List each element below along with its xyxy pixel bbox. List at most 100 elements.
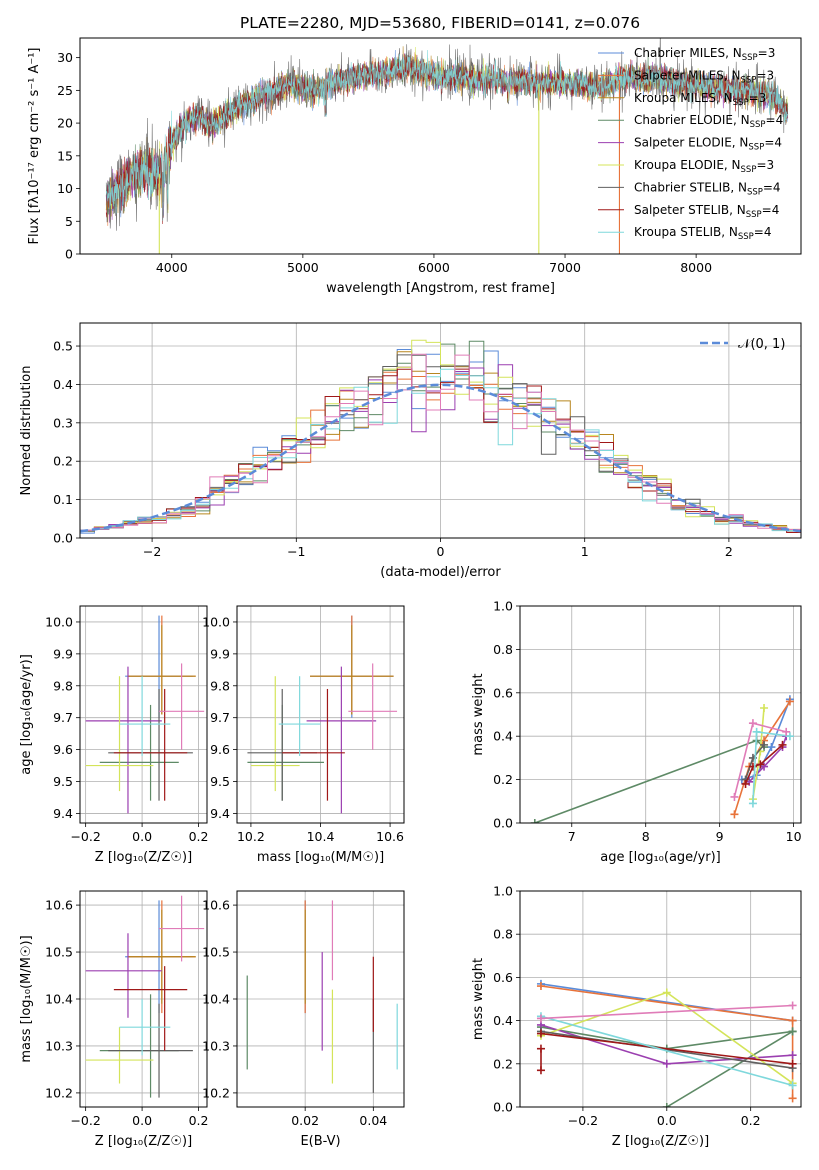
tick-label-y: 10.0 <box>45 614 73 629</box>
tick-label-x: 0.2 <box>741 1113 761 1128</box>
legend-entry-sub: SSP <box>747 187 763 197</box>
tick-label-y: 0.0 <box>493 816 513 831</box>
legend-entry: Chabrier STELIB, NSSP=4 <box>634 180 781 197</box>
errorbar-point <box>282 688 345 801</box>
axis-label-x: (data-model)/error <box>380 565 501 580</box>
tick-label-x: 0.2 <box>189 1113 209 1128</box>
series-marker <box>752 727 761 736</box>
legend-entry-name: Salpeter MILES, N <box>634 68 741 82</box>
tick-label-y: 9.4 <box>53 806 73 821</box>
tick-label-y: 9.9 <box>210 646 230 661</box>
errorbar-point <box>113 966 188 1051</box>
errorbar-point <box>127 909 196 1004</box>
tick-label-y: 10.0 <box>202 614 230 629</box>
axes-frame <box>79 37 802 255</box>
errorbar-point <box>113 688 188 801</box>
tick-label-y: 15 <box>57 148 73 163</box>
series-marker <box>662 1103 671 1107</box>
tick-label-x: −0.2 <box>70 829 100 844</box>
series-marker <box>530 819 539 823</box>
axes-frame <box>519 605 802 824</box>
series-marker <box>730 810 739 819</box>
tick-label-y: 9.4 <box>210 806 230 821</box>
tick-label-x: 7 <box>568 829 576 844</box>
legend-entry-sub: SSP <box>741 75 757 85</box>
plot-area <box>105 38 789 254</box>
errorbar-point <box>159 895 205 962</box>
panel-residuals: −2 −1 0 1 2 0.0 0.1 0.2 0.3 0.4 0.5 (data-model)/er… <box>19 322 802 580</box>
series-marker <box>785 697 794 706</box>
axes-frame <box>79 890 208 1108</box>
tick-label-y: 0.5 <box>53 339 73 354</box>
panel-massweight-vs-Z: −0.2 0.0 0.2 0.0 0.2 0.4 0.6 0.8 1.0 Z [log₁₀(Z/Z… <box>471 884 802 1149</box>
legend-entry: Chabrier ELODIE, NSSP=4 <box>634 113 783 130</box>
axes-frame <box>236 605 405 824</box>
errorbar-point <box>306 666 377 814</box>
axis-label-y: Normed distribution <box>19 366 34 496</box>
legend-entry-tail: =3 <box>756 68 774 82</box>
tick-label-x: 6000 <box>418 260 450 275</box>
legend-entry-sub: SSP <box>750 120 766 130</box>
tick-label-y: 0.8 <box>493 642 513 657</box>
series-marker <box>782 727 791 736</box>
tick-label-y: 0.3 <box>53 415 73 430</box>
tick-label-y: 9.7 <box>53 710 73 725</box>
tick-label-y: 0.0 <box>53 531 73 546</box>
tick-label-y: 9.8 <box>53 678 73 693</box>
figure-title: PLATE=2280, MJD=53680, FIBERID=0141, z=0… <box>240 14 640 32</box>
legend-entry: Salpeter ELODIE, NSSP=4 <box>634 136 782 153</box>
axis-label-y: mass weight <box>471 673 486 755</box>
series-marker <box>662 988 671 997</box>
axis-label-y: age [log₁₀(age/yr)] <box>19 654 34 775</box>
panel-mass-vs-Z: −0.2 0.0 0.2 10.2 10.3 10.4 10.5 10.6 Z [log₁₀(Z… <box>19 890 209 1149</box>
errorbar-point <box>159 663 205 750</box>
legend-entry-tail: =4 <box>763 180 781 194</box>
tick-label-x: 10.4 <box>307 829 335 844</box>
axis-label-x: Z [log₁₀(Z/Z☉)] <box>95 1134 192 1149</box>
tick-label-y: 1.0 <box>493 599 513 614</box>
series-marker <box>536 1066 545 1075</box>
tick-label-y: 25 <box>57 83 73 98</box>
tick-label-y: 0.0 <box>493 1100 513 1115</box>
series-line <box>540 1015 793 1087</box>
tick-label-x: 10.2 <box>237 829 265 844</box>
tick-label-y: 10.5 <box>45 945 73 960</box>
tick-label-y: 1.0 <box>493 884 513 899</box>
series-line <box>540 1004 793 1020</box>
tick-label-x: 0.0 <box>132 829 152 844</box>
tick-label-y: 10.2 <box>202 1085 230 1100</box>
legend-entry-tail: =4 <box>766 113 784 127</box>
tick-label-x: 0.0 <box>132 1113 152 1128</box>
tick-label-y: 0.6 <box>493 970 513 985</box>
series-marker <box>536 1044 545 1053</box>
series-marker <box>788 1001 797 1010</box>
panel-mass-vs-ebv: 0.02 0.04 10.2 10.3 10.4 10.5 10.6 E(B-V) <box>202 890 405 1149</box>
series-marker <box>767 743 776 752</box>
tick-label-x: 8 <box>642 829 650 844</box>
tick-label-x: 0.02 <box>291 1113 319 1128</box>
tick-label-x: −0.2 <box>568 1113 598 1128</box>
axes-frame <box>79 605 208 824</box>
series-line <box>744 744 784 785</box>
tick-label-y: 0.2 <box>493 1056 513 1071</box>
legend-entry-name: Salpeter ELODIE, N <box>634 136 748 150</box>
errorbar-point <box>85 933 162 1018</box>
errorbar-point <box>119 676 171 756</box>
tick-label-x: 7000 <box>549 260 581 275</box>
tick-label-x: 1 <box>581 544 589 559</box>
tick-label-x: 2 <box>725 544 733 559</box>
tick-label-x: 0 <box>437 544 445 559</box>
errorbar-point <box>108 1003 193 1098</box>
series-marker <box>748 799 757 808</box>
axis-label-x: mass [log₁₀(M/M☉)] <box>257 850 384 865</box>
series-marker <box>788 1059 797 1068</box>
tick-label-x: 5000 <box>287 260 319 275</box>
axis-label-x: Z [log₁₀(Z/Z☉)] <box>95 850 192 865</box>
series-marker <box>730 792 739 801</box>
spectrum-line <box>105 49 789 221</box>
tick-label-y: 10.6 <box>45 898 73 913</box>
plot-area <box>80 339 801 534</box>
legend-entry-name: Salpeter STELIB, N <box>634 203 746 217</box>
series-marker <box>788 1051 797 1060</box>
